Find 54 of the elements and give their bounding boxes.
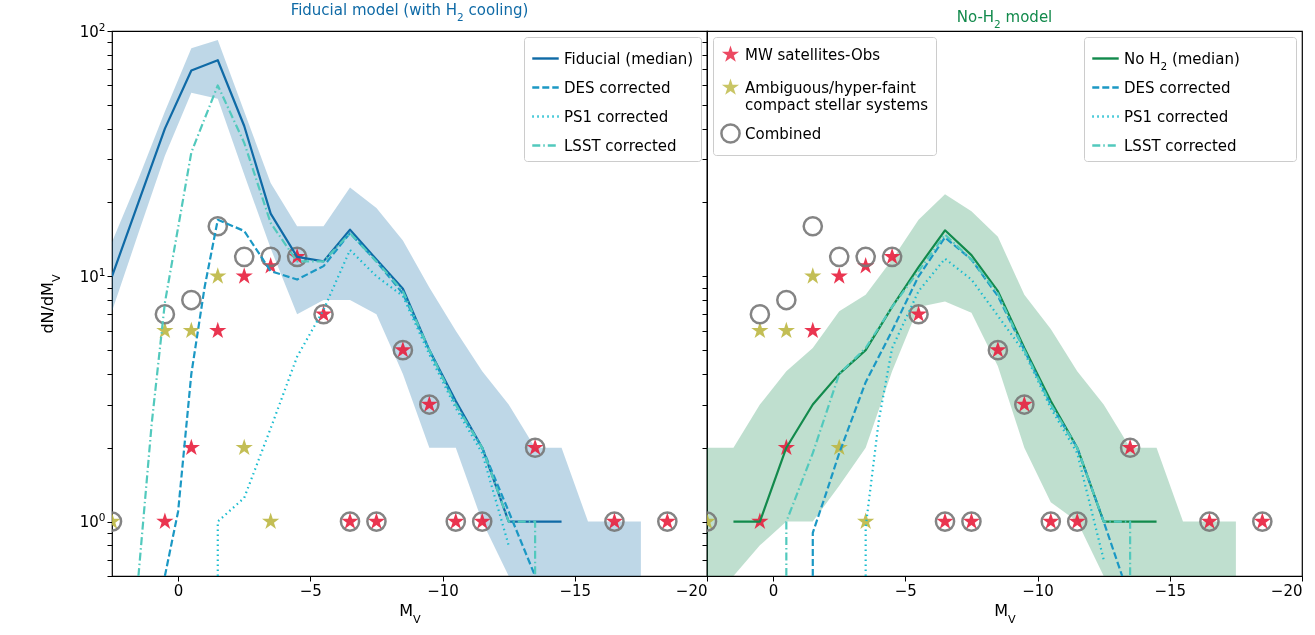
legend-label: DES corrected [1124, 78, 1231, 97]
legend-label: Fiducial (median) [564, 49, 694, 68]
legend-label: Combined [745, 124, 822, 143]
point [235, 267, 253, 284]
x-tick-label: 0 [768, 581, 779, 600]
point [857, 512, 875, 529]
x-tick-label: −15 [559, 581, 592, 600]
point [804, 267, 822, 284]
x-axis-title: M$_{V}$ [994, 600, 1017, 625]
point [156, 512, 174, 529]
legend-label: No H$_{2}$ (median) [1124, 49, 1240, 72]
chart-title: Fiducial model (with H$_{2}$ cooling) [290, 1, 529, 23]
legend-label: MW satellites-Obs [745, 45, 881, 64]
legend-label: Ambiguous/hyper-faint compact stellar systems [745, 78, 929, 114]
x-tick-label: −20 [1270, 581, 1303, 600]
line-series [137, 84, 537, 576]
point [233, 246, 255, 268]
y-tick-label: 10$^{1}$ [79, 265, 106, 286]
x-tick-label: −15 [1154, 581, 1187, 600]
point [182, 438, 200, 456]
legend-label: PS1 corrected [1124, 107, 1229, 126]
chart-title: No-H$_{2}$ model [956, 7, 1053, 30]
y-tick-label: 10$^{0}$ [79, 511, 106, 532]
x-tick-label: −10 [427, 581, 459, 600]
point [207, 215, 229, 237]
point [262, 512, 280, 529]
legend-label: DES corrected [564, 78, 671, 97]
point [154, 303, 176, 325]
point [830, 267, 848, 284]
point [804, 321, 822, 339]
x-tick-label: 0 [173, 581, 184, 600]
point [776, 289, 797, 311]
point [182, 321, 200, 339]
line-series [216, 248, 510, 576]
point [209, 267, 227, 284]
line-series [163, 218, 537, 576]
point [181, 289, 202, 311]
point [777, 321, 795, 339]
x-axis-title: M$_{V}$ [399, 600, 422, 625]
point [855, 246, 876, 268]
y-tick-label: 10$^{2}$ [79, 20, 106, 41]
legend-label: PS1 corrected [564, 107, 669, 126]
line-series [112, 59, 563, 523]
x-tick-label: −20 [675, 581, 708, 600]
x-tick-label: −5 [299, 581, 322, 600]
point [235, 438, 253, 456]
point [209, 321, 227, 339]
x-tick-label: −10 [1022, 581, 1054, 600]
point [828, 246, 850, 268]
x-tick-label: −5 [894, 581, 917, 600]
point [749, 303, 771, 325]
point [802, 215, 824, 237]
legend-label: LSST corrected [1124, 136, 1237, 155]
legend-label: LSST corrected [564, 136, 677, 155]
